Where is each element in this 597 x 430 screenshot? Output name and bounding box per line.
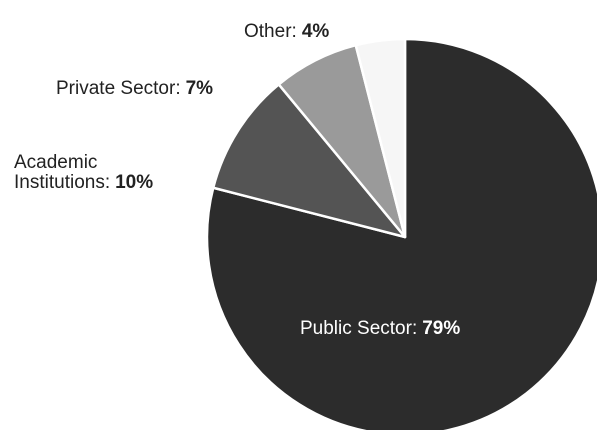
pie-labels: Public Sector: 79% Academic Institutions: 10… xyxy=(14,21,460,339)
pie-label-value: 7% xyxy=(186,78,214,99)
pie-label-text: Private Sector: xyxy=(56,78,181,99)
pie-label-other: Other: 4% xyxy=(244,21,329,42)
pie-slice-other xyxy=(354,37,407,239)
pie-label-academic-institutions: Academic Institutions: 10% xyxy=(14,152,153,193)
pie-slices xyxy=(205,37,597,430)
pie-label-text: Public Sector: xyxy=(300,318,417,339)
pie-label-text: Institutions: xyxy=(14,172,110,193)
pie-label-value: 79% xyxy=(422,318,460,339)
pie-slice-public-sector xyxy=(205,37,597,430)
pie-label-public-sector: Public Sector: 79% xyxy=(300,318,460,339)
pie-label-text: Other: xyxy=(244,21,297,42)
pie-label-text: Academic xyxy=(14,152,97,173)
pie-label-value: 4% xyxy=(302,21,330,42)
pie-label-value: 10% xyxy=(115,172,153,193)
pie-slice-academic-institutions xyxy=(211,83,407,239)
pie-label-private-sector: Private Sector: 7% xyxy=(56,78,213,99)
